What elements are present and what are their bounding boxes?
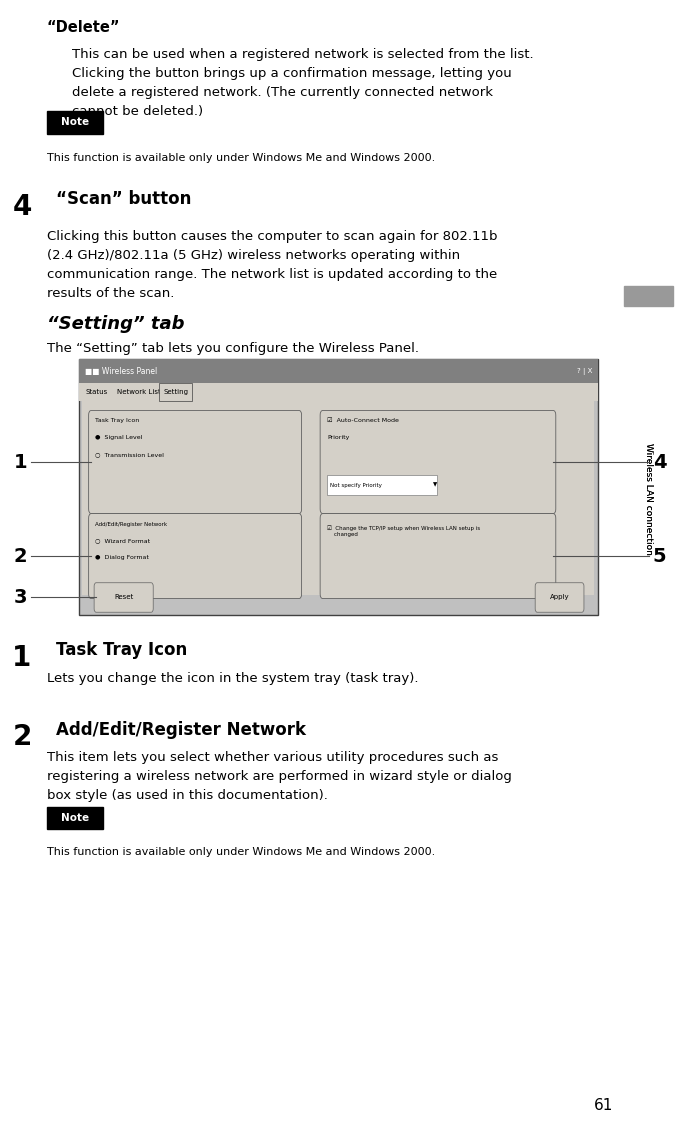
Text: 2: 2 (12, 723, 32, 751)
Text: Status: Status (86, 390, 108, 395)
Text: Task Tray Icon: Task Tray Icon (56, 641, 188, 659)
Text: This function is available only under Windows Me and Windows 2000.: This function is available only under Wi… (47, 847, 435, 858)
Text: This item lets you select whether various utility procedures such as
registering: This item lets you select whether variou… (47, 751, 512, 802)
Text: 3: 3 (14, 588, 27, 607)
FancyBboxPatch shape (320, 513, 556, 598)
Text: 2: 2 (14, 546, 27, 565)
Text: Task Tray Icon: Task Tray Icon (95, 418, 139, 424)
Text: This function is available only under Windows Me and Windows 2000.: This function is available only under Wi… (47, 153, 435, 163)
FancyBboxPatch shape (89, 410, 302, 513)
Text: “Setting” tab: “Setting” tab (47, 315, 184, 333)
Text: “Scan” button: “Scan” button (56, 190, 192, 208)
Text: Setting: Setting (164, 390, 188, 395)
Bar (624, 286, 673, 306)
Text: The “Setting” tab lets you configure the Wireless Panel.: The “Setting” tab lets you configure the… (47, 342, 418, 355)
Text: 5: 5 (653, 546, 666, 565)
Text: 4: 4 (12, 193, 32, 221)
Text: ▼: ▼ (433, 483, 438, 487)
Bar (79, 359, 598, 383)
Text: Not specify Priority: Not specify Priority (330, 483, 382, 487)
Bar (79, 359, 598, 615)
Text: ☑  Auto-Connect Mode: ☑ Auto-Connect Mode (327, 418, 399, 424)
Text: Note: Note (61, 118, 89, 127)
Text: ●  Dialog Format: ● Dialog Format (95, 555, 149, 561)
Text: Wireless LAN connection: Wireless LAN connection (644, 443, 653, 554)
FancyBboxPatch shape (94, 582, 153, 612)
Text: ☑  Change the TCP/IP setup when Wireless LAN setup is
    changed: ☑ Change the TCP/IP setup when Wireless … (327, 525, 480, 537)
Text: “Delete”: “Delete” (47, 20, 120, 35)
Bar (327, 475, 437, 495)
Text: This can be used when a registered network is selected from the list.
Clicking t: This can be used when a registered netwo… (72, 48, 534, 118)
Text: Add/Edit/Register Network: Add/Edit/Register Network (95, 521, 168, 527)
Text: 61: 61 (594, 1098, 613, 1113)
Text: Add/Edit/Register Network: Add/Edit/Register Network (56, 721, 306, 739)
Text: 1: 1 (14, 452, 27, 471)
Bar (47, 807, 103, 829)
Text: Note: Note (61, 813, 89, 823)
Text: ■■ Wireless Panel: ■■ Wireless Panel (85, 367, 157, 376)
FancyBboxPatch shape (320, 410, 556, 513)
Text: ? | X: ? | X (577, 368, 592, 375)
Text: Reset: Reset (114, 595, 133, 600)
Text: ○  Transmission Level: ○ Transmission Level (95, 452, 164, 458)
Text: Network List: Network List (117, 390, 161, 395)
FancyBboxPatch shape (89, 513, 302, 598)
Text: Wireless LAN connection: Wireless LAN connection (644, 443, 653, 554)
Text: ○  Wizard Format: ○ Wizard Format (95, 538, 150, 544)
Bar (79, 383, 598, 401)
Text: Lets you change the icon in the system tray (task tray).: Lets you change the icon in the system t… (47, 672, 418, 684)
Text: ●  Signal Level: ● Signal Level (95, 435, 143, 441)
Text: Clicking this button causes the computer to scan again for 802.11b
(2.4 GHz)/802: Clicking this button causes the computer… (47, 230, 497, 300)
Text: 4: 4 (653, 452, 666, 471)
Bar (82, 401, 594, 595)
Text: Priority: Priority (327, 435, 350, 441)
Text: Apply: Apply (550, 595, 570, 600)
FancyBboxPatch shape (159, 383, 192, 401)
FancyBboxPatch shape (535, 582, 584, 612)
Bar (47, 111, 103, 134)
Text: 1: 1 (12, 644, 32, 672)
